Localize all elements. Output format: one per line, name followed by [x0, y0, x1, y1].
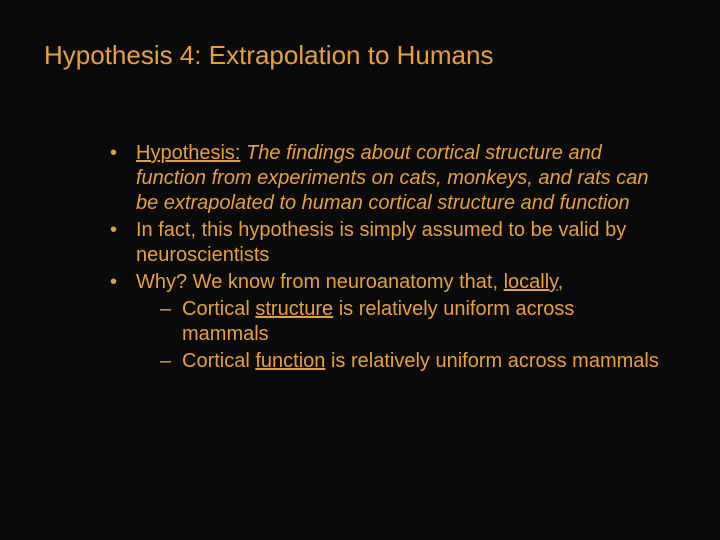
bullet-label: Hypothesis: [136, 142, 241, 164]
sub-text-pre: Cortical [182, 298, 255, 320]
sub-bullet-item: Cortical structure is relatively uniform… [160, 297, 664, 347]
sub-text-emph: function [255, 350, 325, 372]
sub-text-pre: Cortical [182, 350, 255, 372]
bullet-item: Why? We know from neuroanatomy that, loc… [106, 270, 664, 374]
bullet-text-emph: locally [504, 271, 558, 293]
bullet-item: Hypothesis: The findings about cortical … [106, 141, 664, 216]
bullet-text: In fact, this hypothesis is simply assum… [136, 219, 626, 266]
slide-title: Hypothesis 4: Extrapolation to Humans [44, 40, 664, 71]
slide: Hypothesis 4: Extrapolation to Humans Hy… [0, 0, 720, 540]
bullet-text-post: , [558, 271, 564, 293]
sub-bullet-list: Cortical structure is relatively uniform… [136, 297, 664, 374]
sub-text-post: is relatively uniform across mammals [325, 350, 658, 372]
slide-content: Hypothesis: The findings about cortical … [106, 141, 664, 374]
bullet-list: Hypothesis: The findings about cortical … [106, 141, 664, 374]
bullet-item: In fact, this hypothesis is simply assum… [106, 218, 664, 268]
bullet-text-pre: Why? We know from neuroanatomy that, [136, 271, 504, 293]
sub-bullet-item: Cortical function is relatively uniform … [160, 349, 664, 374]
sub-text-emph: structure [255, 298, 333, 320]
